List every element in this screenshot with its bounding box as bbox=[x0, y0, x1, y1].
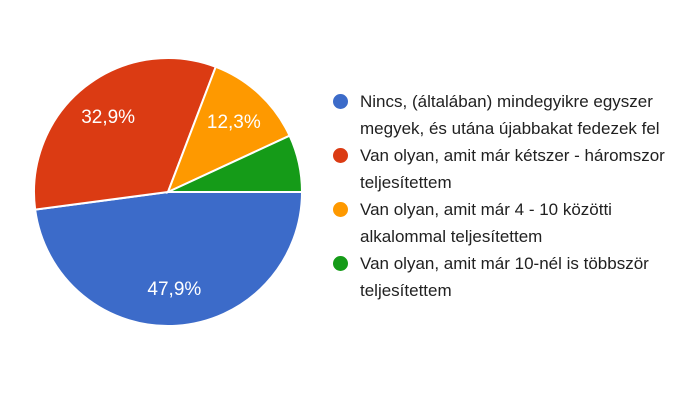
legend-item: Nincs, (általában) mindegyikre egyszer m… bbox=[333, 88, 695, 142]
pie-slice-percent-label: 12,3% bbox=[207, 112, 261, 133]
pie-slice bbox=[33, 57, 218, 211]
legend-swatch-icon bbox=[333, 256, 348, 271]
legend-swatch-icon bbox=[333, 148, 348, 163]
legend-label: Van olyan, amit már 4 - 10 közötti alkal… bbox=[360, 200, 612, 246]
chart-legend: Nincs, (általában) mindegyikre egyszer m… bbox=[333, 88, 695, 304]
legend-swatch-icon bbox=[333, 202, 348, 217]
legend-label: Nincs, (általában) mindegyikre egyszer m… bbox=[360, 92, 660, 138]
pie-slice bbox=[166, 65, 291, 194]
pie-slice-percent-label: 47,9% bbox=[147, 279, 201, 300]
legend-item: Van olyan, amit már kétszer - háromszor … bbox=[333, 142, 695, 196]
pie-slice-percent-label: 32,9% bbox=[81, 107, 135, 128]
legend-item: Van olyan, amit már 4 - 10 közötti alkal… bbox=[333, 196, 695, 250]
legend-label: Van olyan, amit már kétszer - háromszor … bbox=[360, 146, 665, 192]
legend-swatch-icon bbox=[333, 94, 348, 109]
pie-slice bbox=[167, 134, 304, 193]
legend-item: Van olyan, amit már 10-nél is többször t… bbox=[333, 250, 695, 304]
legend-label: Van olyan, amit már 10-nél is többször t… bbox=[360, 254, 649, 300]
pie-slice bbox=[34, 191, 304, 327]
